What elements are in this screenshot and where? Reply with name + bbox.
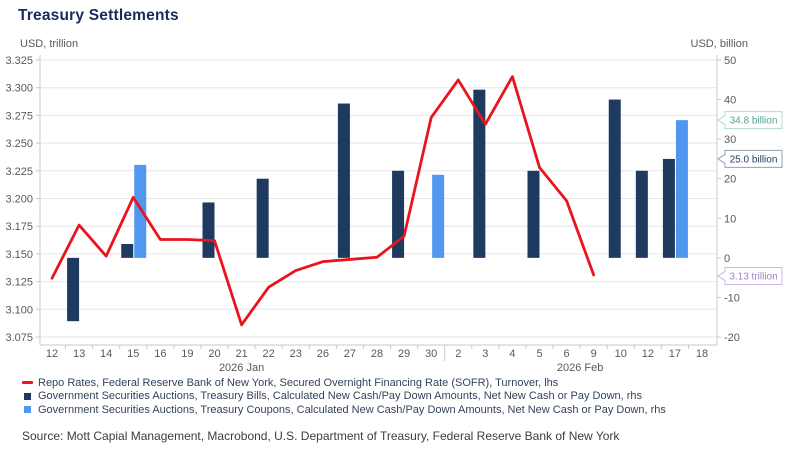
bar: [202, 202, 215, 258]
value-callout: 25.0 billion: [717, 149, 783, 168]
bar: [635, 170, 648, 258]
bar: [675, 120, 688, 258]
month-label: 2026 Feb: [557, 362, 603, 374]
right-tick-label: 20: [724, 174, 736, 186]
callout-bubble: [717, 111, 783, 130]
x-tick-label: 13: [73, 348, 85, 360]
left-tick-label: 3.250: [5, 138, 33, 150]
right-tick-label: -20: [724, 332, 740, 344]
left-tick-label: 3.300: [5, 83, 33, 95]
chart-title: Treasury Settlements: [18, 7, 179, 24]
legend-item-treasury-bills: Government Securities Auctions, Treasury…: [22, 390, 666, 404]
x-tick-label: 14: [100, 348, 112, 360]
right-tick-label: 0: [724, 253, 730, 265]
bar: [121, 244, 134, 258]
right-tick-label: 30: [724, 134, 736, 146]
callout-label: 3.13 trillion: [729, 272, 777, 283]
month-label: 2026 Jan: [219, 362, 264, 374]
x-tick-label: 29: [398, 348, 410, 360]
right-tick-label: 40: [724, 95, 736, 107]
right-axis-unit: USD, billion: [691, 38, 748, 50]
legend: Repo Rates, Federal Reserve Bank of New …: [22, 376, 666, 417]
source-note: Source: Mott Capial Management, Macrobon…: [22, 429, 620, 443]
legend-item-label: Repo Rates, Federal Reserve Bank of New …: [38, 376, 559, 389]
callout-label: 25.0 billion: [730, 154, 778, 165]
x-tick-label: 19: [181, 348, 193, 360]
x-tick-label: 6: [564, 348, 570, 360]
x-tick-label: 12: [642, 348, 654, 360]
bar: [527, 170, 540, 258]
bar: [67, 257, 80, 322]
left-tick-label: 3.150: [5, 249, 33, 261]
coupons-bars: [134, 120, 688, 258]
value-callout: 3.13 trillion: [717, 267, 783, 286]
legend-square-swatch: [24, 406, 31, 414]
left-tick-label: 3.275: [5, 110, 33, 122]
callout-label: 34.8 billion: [730, 116, 778, 127]
x-tick-label: 3: [482, 348, 488, 360]
left-axis-unit: USD, trillion: [20, 38, 78, 50]
x-tick-label: 9: [591, 348, 597, 360]
left-tick-label: 3.200: [5, 194, 33, 206]
legend-item-repo-rates: Repo Rates, Federal Reserve Bank of New …: [22, 376, 666, 390]
left-tick-label: 3.325: [5, 55, 33, 67]
x-tick-label: 21: [235, 348, 247, 360]
x-tick-label: 4: [509, 348, 515, 360]
x-tick-label: 28: [371, 348, 383, 360]
legend-square-swatch: [24, 392, 31, 400]
left-tick-label: 3.175: [5, 221, 33, 233]
bar: [392, 170, 405, 258]
repo-rate-line: [50, 75, 596, 327]
bar: [662, 158, 675, 258]
plot-area: 3.325 3.300 3.275 3.250 3.225 3.200 3.175 3.150…: [5, 55, 783, 374]
right-tick-label: 10: [724, 213, 736, 225]
bills-bars: [67, 89, 675, 322]
legend-item-label: Government Securities Auctions, Treasury…: [38, 390, 643, 403]
x-tick-label: 23: [290, 348, 302, 360]
callout-bubble: [717, 267, 783, 286]
x-tick-label: 2: [455, 348, 461, 360]
chart-canvas: USD, trillion USD, billion 3.325 3.300 3.2…: [5, 38, 783, 374]
bar: [432, 174, 445, 258]
x-tick-label: 17: [669, 348, 681, 360]
x-tick-label: 27: [344, 348, 356, 360]
bar: [473, 89, 486, 258]
x-tick-label: 26: [317, 348, 329, 360]
x-tick-label: 30: [425, 348, 437, 360]
value-callout: 34.8 billion: [717, 111, 783, 130]
x-tick-label: 18: [696, 348, 708, 360]
callout-bubble: [717, 149, 783, 168]
legend-line-swatch: [22, 381, 33, 385]
x-tick-label: 12: [46, 348, 58, 360]
x-tick-label: 22: [263, 348, 275, 360]
bar: [134, 164, 147, 258]
x-tick-label: 16: [154, 348, 166, 360]
bar: [337, 103, 350, 258]
bar: [608, 99, 621, 258]
bar: [256, 178, 269, 258]
right-tick-label: -10: [724, 292, 740, 304]
x-tick-label: 15: [127, 348, 139, 360]
right-tick-label: 50: [724, 55, 736, 67]
legend-item-treasury-coupons: Government Securities Auctions, Treasury…: [22, 403, 666, 417]
x-tick-label: 10: [615, 348, 627, 360]
left-tick-label: 3.225: [5, 166, 33, 178]
left-tick-label: 3.100: [5, 304, 33, 316]
left-tick-label: 3.125: [5, 277, 33, 289]
legend-item-label: Government Securities Auctions, Treasury…: [38, 403, 666, 416]
left-tick-label: 3.075: [5, 332, 33, 344]
x-tick-label: 5: [536, 348, 542, 360]
x-tick-label: 20: [208, 348, 220, 360]
